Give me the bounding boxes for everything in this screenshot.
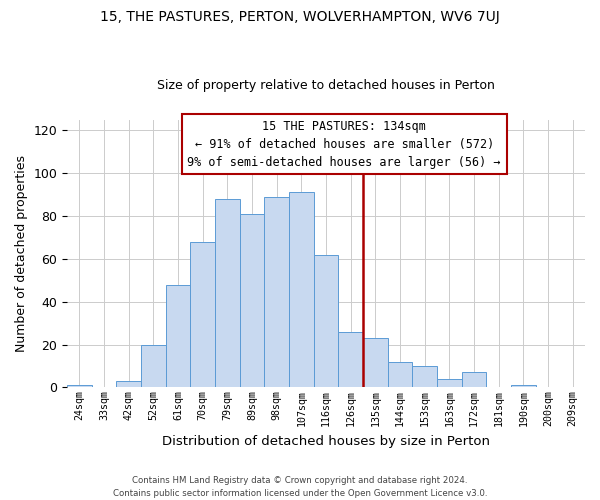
Text: 15 THE PASTURES: 134sqm
← 91% of detached houses are smaller (572)
9% of semi-de: 15 THE PASTURES: 134sqm ← 91% of detache… [187,120,501,168]
Bar [338,332,363,388]
Bar [314,254,338,388]
Bar [412,366,437,388]
Bar [116,381,141,388]
Title: Size of property relative to detached houses in Perton: Size of property relative to detached ho… [157,79,495,92]
Y-axis label: Number of detached properties: Number of detached properties [15,155,28,352]
Bar [363,338,388,388]
Text: 15, THE PASTURES, PERTON, WOLVERHAMPTON, WV6 7UJ: 15, THE PASTURES, PERTON, WOLVERHAMPTON,… [100,10,500,24]
Bar [511,385,536,388]
X-axis label: Distribution of detached houses by size in Perton: Distribution of detached houses by size … [162,434,490,448]
Bar [437,379,462,388]
Bar [240,214,265,388]
Bar [265,196,289,388]
Text: Contains HM Land Registry data © Crown copyright and database right 2024.
Contai: Contains HM Land Registry data © Crown c… [113,476,487,498]
Bar [462,372,487,388]
Bar [141,344,166,388]
Bar [388,362,412,388]
Bar [166,284,190,388]
Bar [67,385,92,388]
Bar [190,242,215,388]
Bar [215,199,240,388]
Bar [289,192,314,388]
